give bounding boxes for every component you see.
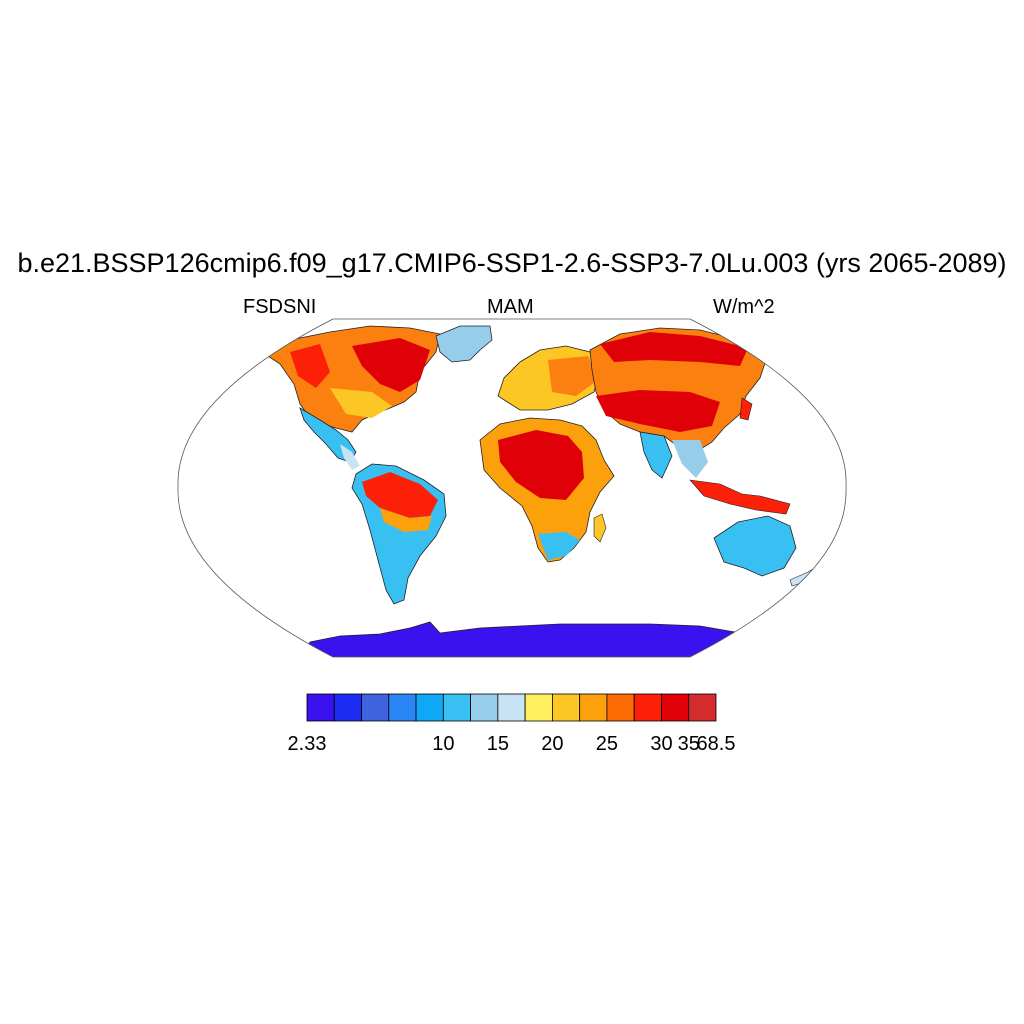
units-label: W/m^2 bbox=[713, 296, 775, 318]
colorbar-tick-label: 68.5 bbox=[696, 733, 736, 755]
colorbar-swatch bbox=[579, 693, 608, 722]
colorbar-tick-label: 25 bbox=[595, 733, 619, 755]
europe-east-orange bbox=[548, 356, 598, 396]
africa-sahara-hot bbox=[498, 430, 584, 500]
colorbar-swatch bbox=[361, 693, 390, 722]
colorbar-swatch bbox=[524, 693, 553, 722]
colorbar-swatch bbox=[415, 693, 444, 722]
colorbar-tick-label: 20 bbox=[541, 733, 564, 755]
india-region bbox=[639, 431, 673, 479]
season-label: MAM bbox=[487, 296, 534, 318]
colorbar-tick-label: 35 bbox=[677, 733, 700, 755]
japan-region bbox=[739, 397, 753, 421]
south-america-warm-core bbox=[362, 472, 438, 518]
south-africa-blue bbox=[538, 532, 580, 560]
new-zealand-region bbox=[789, 565, 819, 587]
greenland-region bbox=[435, 325, 493, 363]
figure-title: b.e21.BSSP126cmip6.f09_g17.CMIP6-SSP1-2.… bbox=[17, 248, 1007, 278]
colorbar-swatch bbox=[388, 693, 417, 722]
central-asia-hot bbox=[596, 390, 720, 432]
north-america-warm-core bbox=[352, 338, 430, 392]
north-america-west-warm bbox=[290, 344, 330, 388]
australia-region bbox=[713, 515, 797, 577]
map-outline bbox=[177, 318, 847, 658]
colorbar-tick-label: 10 bbox=[432, 733, 455, 755]
central-america-pale bbox=[340, 444, 360, 470]
colorbar-swatch bbox=[470, 693, 499, 722]
south-america-orange-band bbox=[380, 508, 432, 532]
colorbar-tick-label: 15 bbox=[486, 733, 509, 755]
colorbar-swatch bbox=[552, 693, 581, 722]
indonesia-hot bbox=[689, 479, 791, 515]
colorbar-tick-label: 30 bbox=[650, 733, 673, 755]
variable-label: FSDSNI bbox=[243, 296, 317, 318]
colorbar-swatch bbox=[442, 693, 472, 722]
colorbar-swatch bbox=[606, 693, 635, 722]
colorbar-swatch bbox=[688, 693, 717, 722]
colorbar-swatch bbox=[497, 693, 526, 722]
siberia-hot bbox=[600, 332, 748, 366]
north-america-east-yellow bbox=[330, 388, 392, 418]
colorbar-swatch bbox=[661, 693, 690, 722]
southeast-asia-blue bbox=[672, 440, 708, 478]
colorbar-swatch bbox=[633, 693, 662, 722]
colorbar bbox=[306, 693, 717, 722]
colorbar-swatch bbox=[306, 693, 335, 722]
antarctica-region bbox=[299, 621, 736, 657]
colorbar-swatch bbox=[333, 693, 362, 722]
madagascar-region bbox=[593, 513, 607, 543]
colorbar-tick-label: 2.33 bbox=[287, 733, 327, 755]
